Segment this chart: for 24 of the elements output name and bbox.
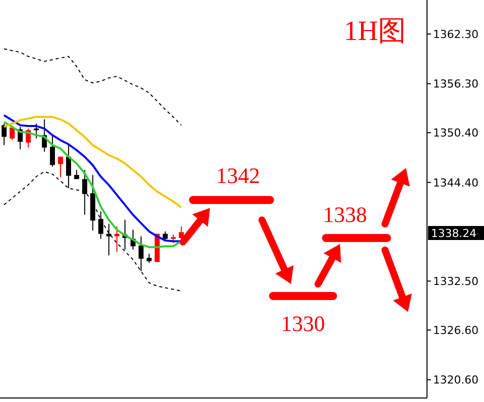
annotation: 1342 xyxy=(216,163,260,188)
line-series xyxy=(4,48,182,126)
y-tick-label: 1362.30 xyxy=(433,28,478,41)
candlestick xyxy=(106,223,112,256)
candlestick xyxy=(138,236,144,272)
text: 1338.24 xyxy=(431,227,476,240)
y-tick-label: 1332.50 xyxy=(433,274,478,288)
line-series xyxy=(3,116,182,208)
candlestick xyxy=(34,123,39,139)
y-tick-label: 1320.60 xyxy=(433,374,478,387)
candlestick xyxy=(2,123,7,146)
annotation: 1338 xyxy=(323,202,367,227)
y-tick-label: 1350.40 xyxy=(433,126,478,140)
candlestick xyxy=(50,134,55,168)
y-tick-label: 1356.30 xyxy=(433,78,478,91)
candlestick xyxy=(98,210,104,240)
y-tick-label: 1326.60 xyxy=(433,324,478,337)
annotation: 1330 xyxy=(281,311,325,336)
text: 1H图 xyxy=(344,16,406,47)
candlestick xyxy=(58,156,64,178)
candlestick xyxy=(146,253,152,264)
candlestick xyxy=(114,226,120,253)
candlestick xyxy=(10,126,15,141)
y-tick-label: 1344.40 xyxy=(433,176,478,190)
